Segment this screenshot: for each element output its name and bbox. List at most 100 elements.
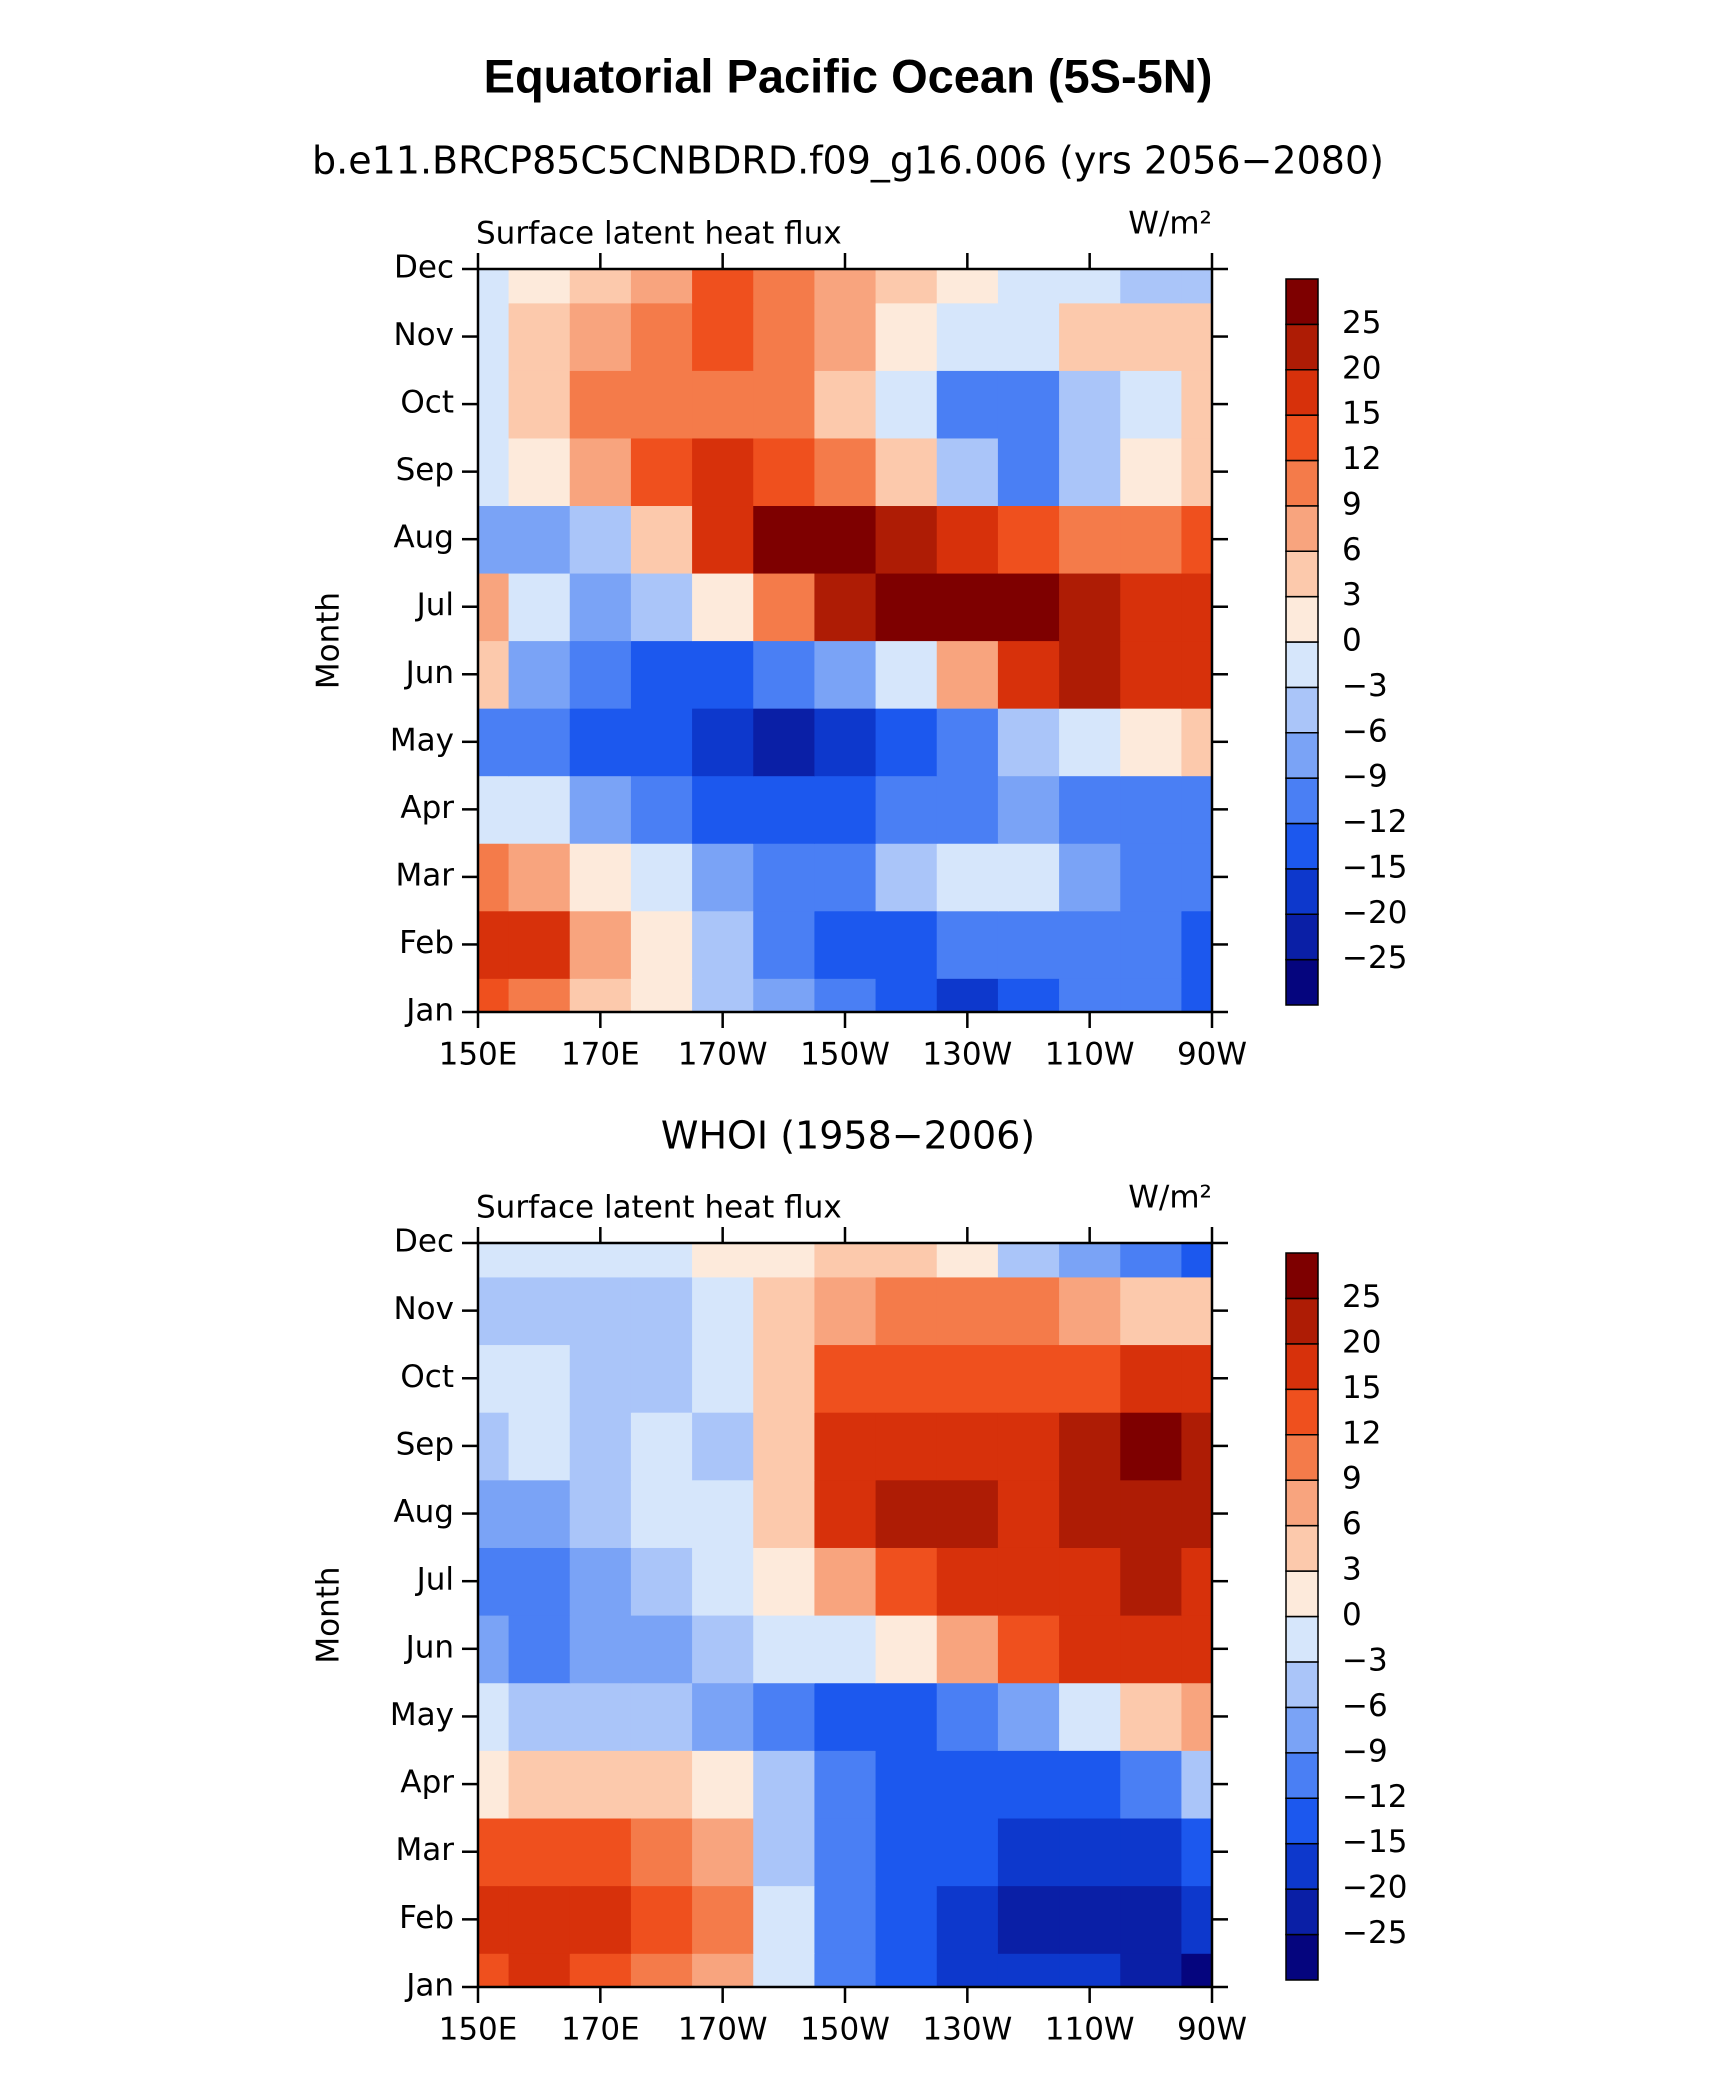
contour-cell [692, 269, 754, 304]
contour-cell [753, 775, 816, 844]
contour-cell [814, 1750, 877, 1819]
contour-cell [936, 1885, 999, 1954]
x-tick-label: 150W [800, 1037, 890, 1073]
contour-cell [630, 1885, 693, 1954]
contour-cell [1120, 978, 1183, 1012]
left-string: Surface latent heat flux [476, 1190, 842, 1226]
contour-cell [478, 1817, 510, 1887]
contour-cell [1059, 775, 1121, 844]
contour-cell [814, 302, 877, 371]
contour-cell [569, 978, 632, 1012]
contour-cell [508, 1344, 571, 1413]
colorbar-box [1285, 1661, 1319, 1709]
contour-cell [478, 910, 510, 979]
contour-cell [1059, 572, 1121, 642]
colorbar-box [1285, 1615, 1319, 1663]
contour-cell [753, 1412, 816, 1481]
contour-cell [753, 1547, 816, 1616]
contour-cell [875, 910, 938, 979]
x-tick-label: 150E [439, 1037, 518, 1073]
contour-cell [997, 1479, 1060, 1548]
contour-cell [1059, 370, 1121, 439]
colorbar-box [1285, 1706, 1319, 1754]
y-tick-label: Sep [396, 452, 454, 488]
contour-cell [478, 370, 510, 439]
colorbar-box [1285, 868, 1319, 915]
contour-cell [997, 572, 1060, 642]
contour-cell [508, 370, 571, 439]
colorbar-box [1285, 1434, 1319, 1481]
contour-cell [1181, 775, 1212, 844]
contour-cell [997, 978, 1060, 1012]
colorbar-label: −9 [1342, 1733, 1388, 1769]
field [478, 269, 1212, 1012]
subtitle: WHOI (1958−2006) [661, 1114, 1035, 1158]
contour-cell [997, 775, 1060, 844]
colorbar-box [1285, 958, 1319, 1006]
contour-cell [753, 708, 816, 777]
colorbar-box [1285, 414, 1319, 462]
contour-cell [1059, 1243, 1121, 1278]
contour-cell [814, 775, 877, 844]
contour-cell [1120, 1243, 1183, 1278]
contour-cell [508, 572, 571, 642]
y-tick-label: Jan [404, 993, 454, 1029]
contour-cell [997, 370, 1060, 439]
colorbar-label: 20 [1342, 350, 1381, 386]
colorbar-box [1285, 550, 1319, 598]
contour-cell [1059, 437, 1121, 507]
contour-cell [692, 505, 754, 574]
contour-cell [875, 505, 938, 574]
contour-cell [569, 708, 632, 777]
units: W/m² [1128, 1180, 1212, 1216]
contour-cell [997, 843, 1060, 912]
contour-cell [692, 437, 754, 507]
contour-cell [1181, 640, 1212, 709]
y-tick-label: Jul [415, 587, 454, 623]
contour-cell [692, 843, 754, 912]
contour-cell [1181, 1885, 1212, 1954]
colorbar-label: 6 [1342, 532, 1362, 568]
contour-cell [814, 1547, 877, 1616]
contour-cell [478, 505, 510, 574]
contour-cell [814, 1682, 877, 1751]
contour-cell [997, 1276, 1060, 1346]
contour-cell [692, 1615, 754, 1684]
contour-cell [630, 1817, 693, 1887]
x-tick-label: 90W [1177, 2012, 1247, 2048]
contour-cell [997, 1412, 1060, 1481]
contour-cell [936, 505, 999, 574]
contour-cell [692, 1817, 754, 1887]
contour-cell [1181, 708, 1212, 777]
colorbar-box [1285, 641, 1319, 689]
contour-cell [997, 1885, 1060, 1954]
contour-cell [936, 1276, 999, 1346]
colorbar-box [1285, 732, 1319, 779]
colorbar-label: −25 [1342, 1915, 1407, 1951]
contour-cell [692, 572, 754, 642]
contour-cell [569, 1750, 632, 1819]
contour-cell [478, 1682, 510, 1751]
contour-cell [1120, 1412, 1183, 1481]
contour-cell [1120, 708, 1183, 777]
contour-cell [814, 1479, 877, 1548]
y-tick-label: Oct [400, 1359, 454, 1395]
contour-cell [478, 1479, 510, 1548]
contour-cell [814, 269, 877, 304]
contour-cell [1059, 269, 1121, 304]
contour-cell [997, 1682, 1060, 1751]
contour-cell [753, 1276, 816, 1346]
contour-cell [936, 1479, 999, 1548]
contour-cell [997, 708, 1060, 777]
colorbar-label: 9 [1342, 1461, 1362, 1497]
contour-cell [508, 505, 571, 574]
contour-cell [692, 1547, 754, 1616]
y-axis-label: Month [311, 592, 347, 689]
y-tick-label: Apr [400, 1765, 454, 1801]
contour-cell [1181, 1344, 1212, 1413]
contour-cell [569, 640, 632, 709]
contour-cell [569, 910, 632, 979]
contour-cell [478, 1276, 510, 1346]
contour-cell [997, 1243, 1060, 1278]
contour-cell [875, 978, 938, 1012]
